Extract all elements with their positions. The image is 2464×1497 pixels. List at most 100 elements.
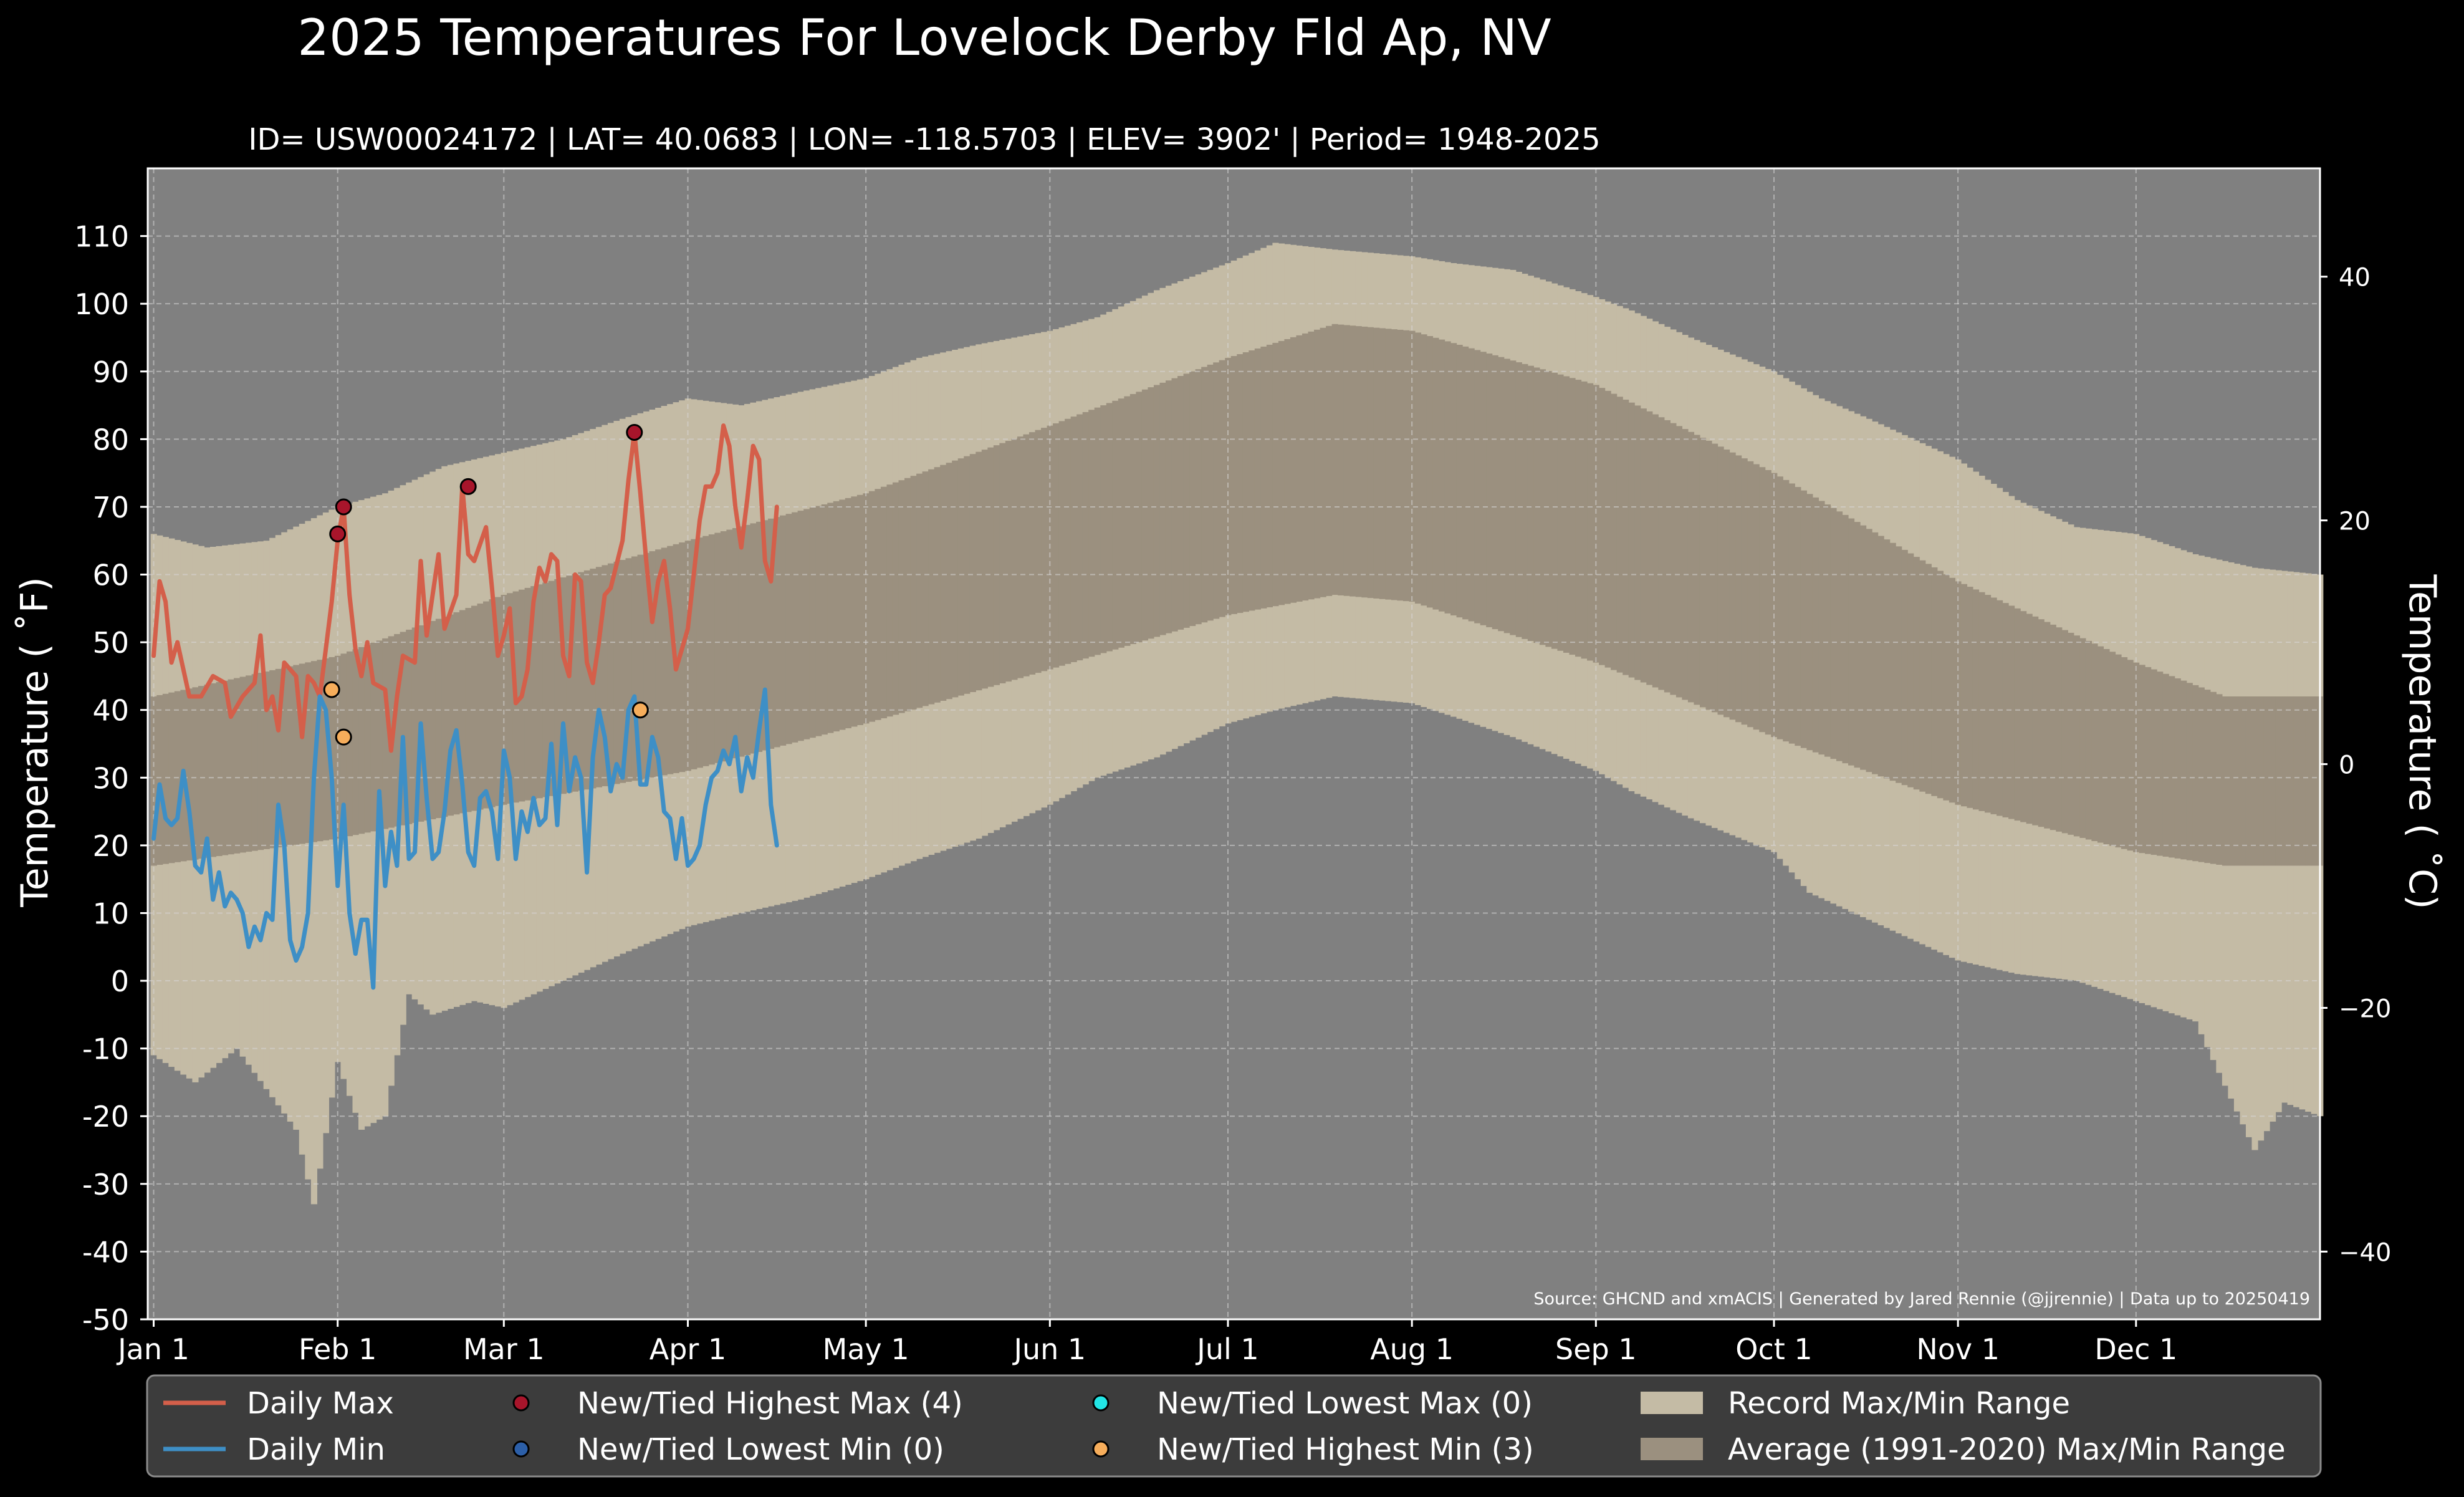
average-range-bar xyxy=(536,584,543,799)
average-range-bar xyxy=(1735,455,1742,723)
y2-tick-label: 0 xyxy=(2339,751,2354,780)
average-range-bar xyxy=(1183,373,1190,628)
average-range-bar xyxy=(1439,339,1445,612)
average-range-bar xyxy=(234,678,241,854)
new-highest-min-marker xyxy=(335,728,352,746)
average-range-bar xyxy=(780,515,787,746)
average-range-bar xyxy=(406,629,413,824)
average-range-bar xyxy=(755,521,763,753)
average-range-bar xyxy=(1937,570,1944,799)
average-range-bar xyxy=(792,512,798,743)
average-range-bar xyxy=(987,447,994,687)
average-range-bar xyxy=(364,645,371,833)
average-range-bar xyxy=(821,504,828,735)
average-range-bar xyxy=(1960,584,1968,807)
average-range-bar xyxy=(2008,605,2015,819)
average-range-bar xyxy=(1599,388,1606,665)
average-range-bar xyxy=(1011,438,1018,680)
y-tick-label: 80 xyxy=(92,423,129,456)
y-tick-label: 40 xyxy=(92,694,129,728)
average-range-bar xyxy=(322,658,330,840)
average-range-bar xyxy=(1705,440,1712,710)
average-range-bar xyxy=(916,473,923,708)
y-tick-label: 30 xyxy=(92,761,129,795)
average-range-bar xyxy=(1474,350,1481,623)
average-range-bar xyxy=(1361,326,1368,598)
average-range-bar xyxy=(1783,479,1790,742)
average-range-bar xyxy=(2192,685,2199,862)
average-range-bar xyxy=(1272,342,1279,607)
average-range-bar xyxy=(192,687,199,860)
average-range-bar xyxy=(2281,696,2288,866)
average-range-bar xyxy=(1141,389,1149,641)
average-range-bar xyxy=(797,511,804,741)
y-tick-label: 70 xyxy=(92,491,129,524)
average-range-bar xyxy=(1106,403,1113,652)
average-range-bar xyxy=(1907,553,1914,787)
average-range-bar xyxy=(892,482,899,715)
average-range-bar xyxy=(679,542,686,773)
average-range-bar xyxy=(156,695,163,865)
average-range-bar xyxy=(2115,654,2122,848)
average-range-bar xyxy=(2103,648,2110,845)
new-highest-max-marker xyxy=(459,478,477,495)
average-range-bar xyxy=(768,518,775,749)
average-range-bar xyxy=(1237,354,1244,614)
average-range-bar xyxy=(239,676,246,853)
average-range-bar xyxy=(684,541,691,771)
y-tick-label: -30 xyxy=(82,1168,129,1201)
average-range-bar xyxy=(1278,340,1285,605)
average-range-bar xyxy=(376,640,383,830)
average-range-bar xyxy=(809,508,816,738)
plot-area xyxy=(148,168,2324,1320)
average-range-bar xyxy=(981,450,988,689)
average-range-bar xyxy=(1616,397,1623,673)
average-range-bar xyxy=(1426,336,1434,608)
y2-tick-label: 40 xyxy=(2339,264,2371,292)
average-range-bar xyxy=(880,486,888,719)
average-range-bar xyxy=(1967,587,1973,808)
average-range-bar xyxy=(1753,464,1760,730)
average-range-bar xyxy=(1480,352,1487,625)
new-highest-max-marker xyxy=(626,423,643,441)
average-range-bar xyxy=(875,489,881,720)
average-range-bar xyxy=(851,496,858,727)
average-range-bar xyxy=(1522,363,1528,639)
average-range-bar xyxy=(2049,624,2056,830)
average-range-bar xyxy=(1005,441,1012,682)
average-range-bar xyxy=(2014,608,2021,821)
average-range-bar xyxy=(1201,367,1208,623)
average-range-bar xyxy=(774,517,780,748)
x-tick-label: Dec 1 xyxy=(2094,1332,2177,1366)
average-range-bar xyxy=(661,547,668,776)
average-range-bar xyxy=(2032,616,2039,826)
average-range-bar xyxy=(845,498,851,729)
average-range-bar xyxy=(400,632,406,826)
average-range-bar xyxy=(2157,671,2164,856)
average-range-bar xyxy=(1260,346,1267,609)
average-range-bar xyxy=(246,675,252,852)
average-range-bar xyxy=(1076,414,1083,661)
average-range-bar xyxy=(1723,450,1730,718)
average-range-bar xyxy=(2026,614,2033,824)
average-range-bar xyxy=(886,484,893,717)
average-range-bar xyxy=(1545,371,1552,647)
average-range-bar xyxy=(1094,407,1101,655)
average-range-bar xyxy=(1082,412,1089,659)
average-range-bar xyxy=(1533,367,1540,643)
average-range-bar xyxy=(1931,567,1938,796)
average-range-bar xyxy=(1498,357,1505,632)
average-range-bar xyxy=(530,586,537,799)
average-range-bar xyxy=(1088,410,1095,657)
average-range-bar xyxy=(1385,329,1392,600)
plot-frame xyxy=(146,167,2321,1321)
record-range-bar xyxy=(310,518,317,1205)
average-range-bar xyxy=(738,526,745,757)
average-range-bar xyxy=(1290,337,1297,603)
average-range-bar xyxy=(922,471,929,706)
average-range-bar xyxy=(1824,504,1831,757)
average-range-bar xyxy=(750,523,757,754)
average-range-bar xyxy=(803,509,810,739)
average-range-bar xyxy=(2061,630,2068,834)
average-range-bar xyxy=(1877,536,1884,777)
